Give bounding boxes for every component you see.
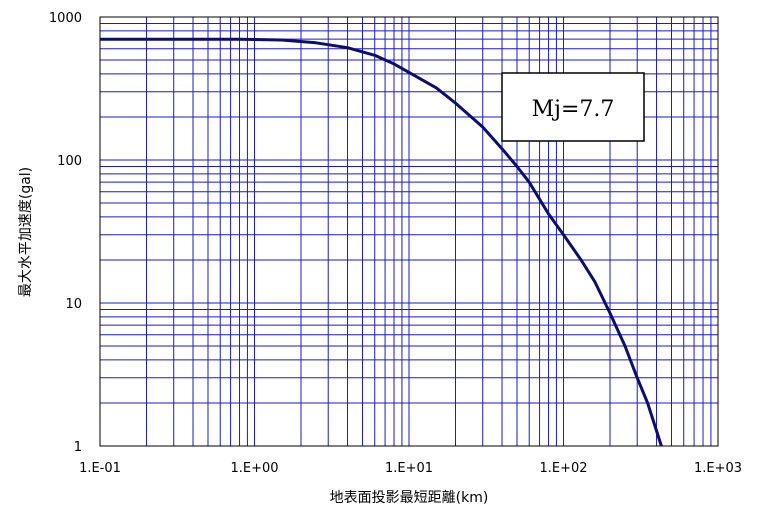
x-axis-title: 地表面投影最短距離(km) xyxy=(330,489,489,506)
series-line xyxy=(100,37,663,447)
plot-frame xyxy=(99,16,719,447)
y-tick-label: 1 xyxy=(74,440,82,455)
y-axis-title: 最大水平加速度(gal) xyxy=(18,167,34,297)
y-tick-label: 100 xyxy=(57,154,82,169)
x-tick-label: 1.E+02 xyxy=(539,461,587,476)
x-tick-label: 1.E+00 xyxy=(230,461,278,476)
grid-lines xyxy=(100,17,718,446)
y-tick-label: 1000 xyxy=(49,11,82,26)
tick-labels: 1.E-01 1.E+00 1.E+01 1.E+02 1.E+03 1 10 100 1000 xyxy=(49,11,742,476)
annotation-frame xyxy=(501,72,645,142)
annotation-box: Mj=7.7 xyxy=(501,72,645,142)
annotation-label: Mj=7.7 xyxy=(532,97,615,122)
x-tick-label: 1.E-01 xyxy=(79,461,121,476)
x-tick-label: 1.E+03 xyxy=(694,461,742,476)
x-tick-label: 1.E+01 xyxy=(385,461,433,476)
y-tick-label: 10 xyxy=(65,297,82,312)
